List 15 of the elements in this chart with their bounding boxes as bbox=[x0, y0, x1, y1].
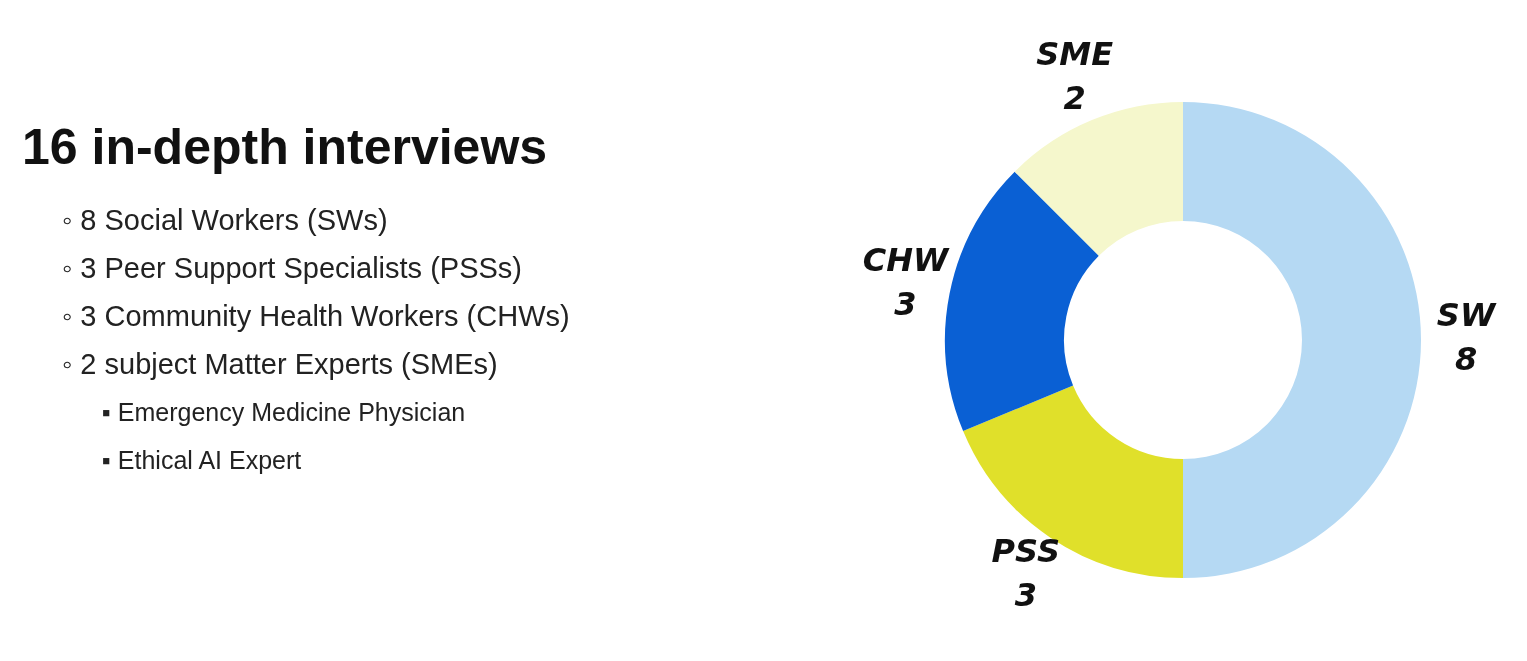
slice-label: PSS bbox=[991, 531, 1060, 570]
text: ◦ 3 Community Health Workers (CHWs) bbox=[62, 299, 571, 334]
data-label: 2 bbox=[1063, 78, 1086, 117]
slice-label: SME bbox=[1036, 34, 1114, 73]
text: ▪ Emergency Medicine Physician bbox=[102, 397, 467, 428]
text: 16 in-depth interviews bbox=[22, 118, 549, 176]
text: ▪ Ethical AI Expert bbox=[102, 445, 303, 476]
data-label: 3 bbox=[894, 285, 917, 324]
slice-label: CHW bbox=[862, 241, 950, 280]
data-label: 3 bbox=[1014, 575, 1037, 614]
data-label: 8 bbox=[1454, 340, 1478, 379]
text: ◦ 3 Peer Support Specialists (PSSs) bbox=[62, 251, 523, 286]
slice-label: SW bbox=[1436, 296, 1497, 335]
text: ◦ 8 Social Workers (SWs) bbox=[62, 203, 389, 238]
text: ◦ 2 subject Matter Experts (SMEs) bbox=[62, 348, 498, 380]
